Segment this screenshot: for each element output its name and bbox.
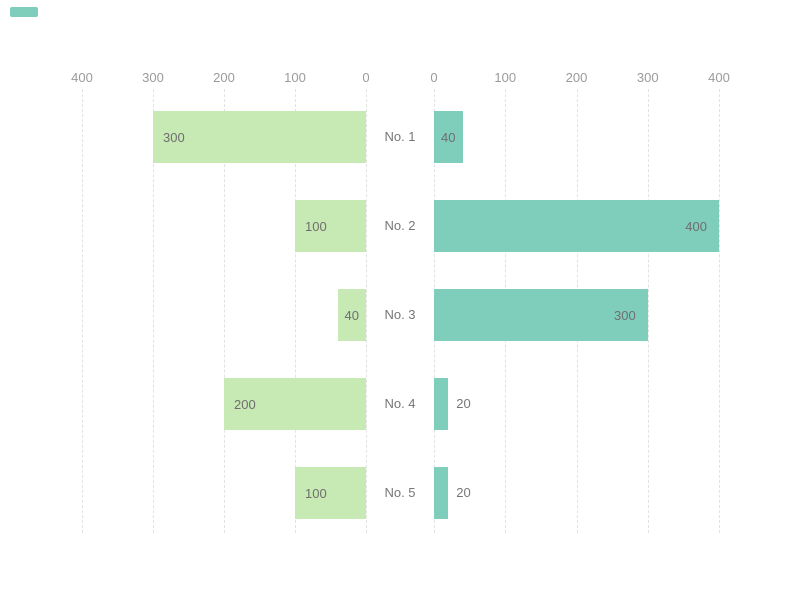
- gridline-left-3: [295, 89, 296, 533]
- axis-tick-label-right-0: 0: [430, 70, 438, 85]
- gridline-right-3: [647, 89, 649, 533]
- axis-tick-label-right-3: 300: [636, 70, 659, 85]
- bar-left-row-1[interactable]: 300: [153, 111, 366, 163]
- axis-tick-label-right-1: 100: [494, 70, 517, 85]
- axis-tick-label-left-1: 300: [142, 70, 164, 85]
- bar-right-row-2[interactable]: 400: [434, 200, 719, 252]
- bar-left-row-5[interactable]: 100: [295, 467, 366, 519]
- gridline-left-1: [153, 89, 154, 533]
- category-label-3: No. 3: [384, 307, 416, 322]
- bar-value-label-right-3: 300: [614, 307, 636, 323]
- bar-right-row-1[interactable]: 40: [434, 111, 463, 163]
- bar-right-row-3[interactable]: 300: [434, 289, 648, 341]
- bar-value-label-right-4: 20: [456, 396, 471, 411]
- bar-value-label-right-5: 20: [456, 485, 471, 500]
- bar-value-label-left-2: 100: [305, 218, 327, 234]
- legend-marker[interactable]: [10, 7, 38, 17]
- bar-right-row-4[interactable]: [434, 378, 449, 430]
- gridline-left-4: [366, 89, 367, 533]
- bar-left-row-2[interactable]: 100: [295, 200, 366, 252]
- gridline-left-0: [82, 89, 83, 533]
- category-label-5: No. 5: [384, 485, 416, 500]
- axis-tick-label-right-4: 400: [708, 70, 730, 85]
- bar-left-row-3[interactable]: 40: [337, 289, 366, 341]
- axis-tick-label-left-4: 0: [362, 70, 370, 85]
- bar-value-label-right-2: 400: [685, 218, 707, 234]
- bar-value-label-right-1: 40: [441, 129, 456, 145]
- category-label-4: No. 4: [384, 396, 416, 411]
- bar-value-label-left-3: 40: [344, 307, 360, 323]
- bar-right-row-5[interactable]: [434, 467, 449, 519]
- axis-tick-label-left-0: 400: [71, 70, 93, 85]
- bar-value-label-left-5: 100: [305, 485, 327, 501]
- gridline-right-4: [719, 89, 720, 533]
- gridline-left-2: [224, 89, 225, 533]
- axis-tick-label-right-2: 200: [565, 70, 588, 85]
- category-label-2: No. 2: [384, 218, 416, 233]
- bar-value-label-left-4: 200: [234, 396, 256, 412]
- bar-left-row-4[interactable]: 200: [224, 378, 366, 430]
- bar-value-label-left-1: 300: [163, 129, 185, 145]
- category-label-1: No. 1: [384, 129, 416, 144]
- axis-tick-label-left-2: 200: [213, 70, 235, 85]
- axis-tick-label-left-3: 100: [284, 70, 306, 85]
